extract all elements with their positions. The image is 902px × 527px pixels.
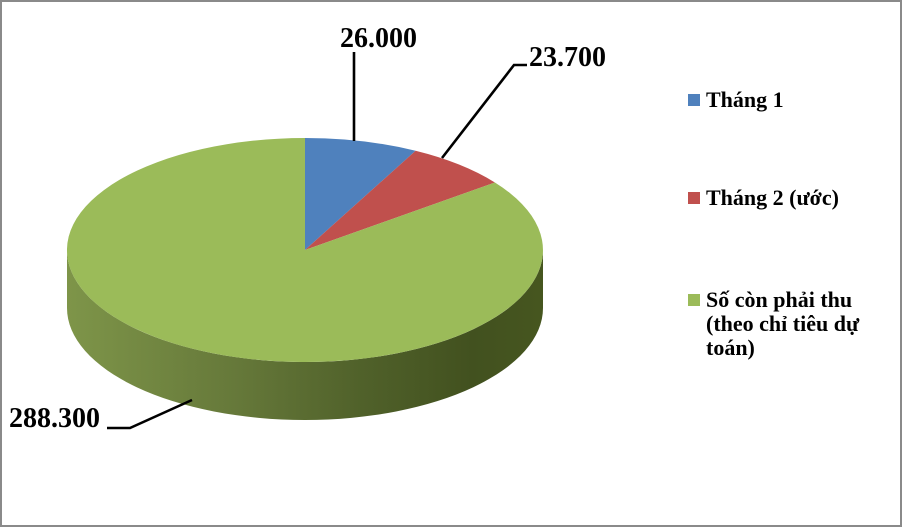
- legend-label-line-3: toán): [706, 335, 755, 360]
- leader-line-thang2: [440, 63, 527, 159]
- legend-label-thang1: Tháng 1: [706, 87, 784, 112]
- leader-line-so-con-phai-thu: [107, 398, 193, 430]
- legend-label-line-1: Số còn phải thu: [706, 287, 853, 312]
- legend-swatch: [688, 294, 700, 306]
- pie-slice-1: [305, 138, 416, 250]
- legend-item-thang1: Tháng 1: [688, 88, 784, 112]
- leader-lines: [107, 52, 527, 430]
- legend-swatch: [688, 94, 700, 106]
- legend-label-so-con-phai-thu: Số còn phải thu (theo chỉ tiêu dự toán): [706, 288, 859, 360]
- data-label-thang1: 26.000: [340, 23, 417, 54]
- data-label-so-con-phai-thu: 288.300: [9, 403, 100, 434]
- legend-label-line-2: (theo chỉ tiêu dự: [706, 311, 860, 336]
- pie-slices: [66, 138, 543, 362]
- data-label-thang2: 23.700: [529, 42, 606, 73]
- legend-swatch: [688, 192, 700, 204]
- legend-item-so-con-phai-thu: Số còn phải thu (theo chỉ tiêu dự toán): [688, 288, 859, 360]
- pie-slice-3: [66, 138, 543, 362]
- pie-side-3d: [67, 250, 543, 420]
- legend-label-thang2: Tháng 2 (ước): [706, 185, 839, 210]
- legend-item-thang2: Tháng 2 (ước): [688, 186, 839, 210]
- pie-slice-2: [305, 150, 495, 250]
